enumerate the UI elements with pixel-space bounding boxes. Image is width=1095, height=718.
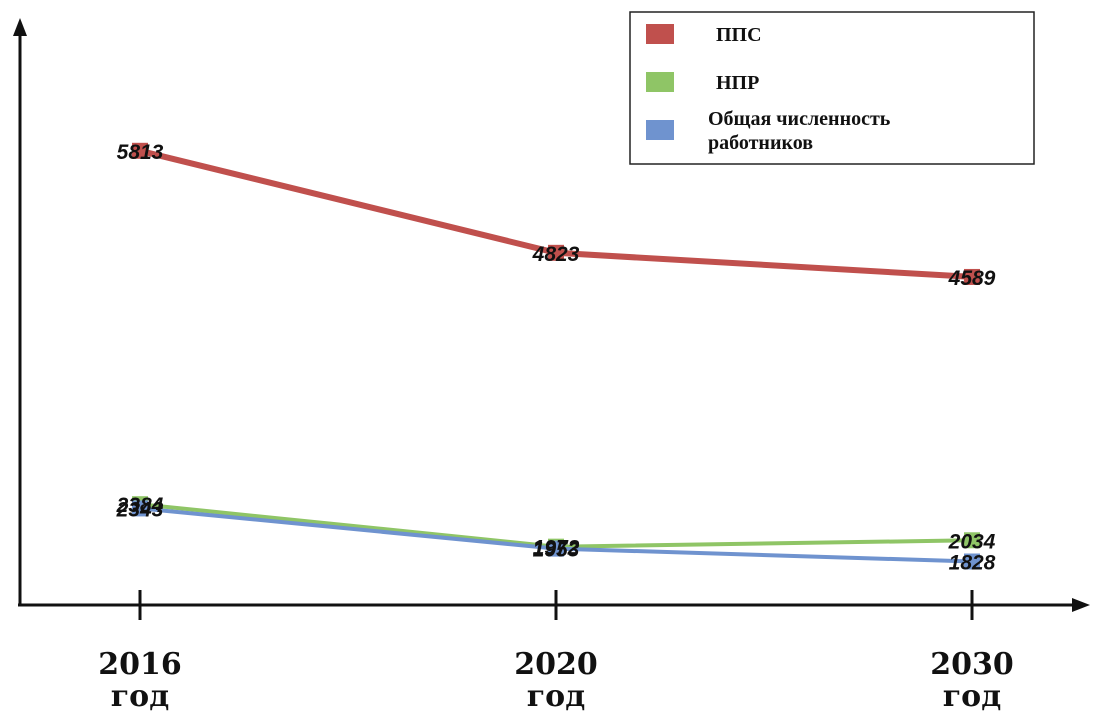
data-label: 1972: [533, 537, 580, 560]
x-tick-label: 2030: [930, 647, 1014, 682]
x-tick-label: 2016: [98, 647, 182, 682]
legend-label: Общая численность: [708, 108, 891, 130]
data-point: [964, 532, 980, 549]
data-label: 4589: [948, 267, 996, 290]
series-lines: [132, 142, 980, 570]
legend-label: ППС: [716, 24, 762, 46]
data-labels: 5813 4823 4589 2384 1972 2034 2343 1953 1828: [116, 141, 996, 575]
data-point: [132, 500, 148, 517]
data-label: 5813: [117, 141, 164, 164]
data-label: 2384: [116, 494, 164, 517]
legend-swatch: [646, 72, 674, 92]
legend-swatch: [646, 24, 674, 44]
axes: [13, 18, 1090, 612]
x-tick-label: год: [943, 679, 1001, 714]
x-tick-label: год: [111, 679, 169, 714]
data-point: [548, 540, 564, 557]
data-point: [548, 244, 564, 261]
legend-swatch: [646, 120, 674, 140]
data-label: 1953: [533, 539, 580, 562]
data-point: [964, 268, 980, 285]
x-axis-arrow: [1072, 598, 1090, 612]
data-label: 4823: [532, 243, 580, 266]
data-label: 2034: [948, 530, 996, 553]
x-tick-label: год: [527, 679, 585, 714]
data-point: [132, 142, 148, 159]
legend-label: работников: [708, 132, 813, 154]
x-tick-label: 2020: [514, 647, 598, 682]
data-point: [964, 553, 980, 570]
x-ticks: [138, 590, 974, 620]
legend-label: НПР: [716, 72, 759, 94]
legend-box: [629, 11, 1035, 165]
data-label: 1828: [949, 552, 996, 575]
data-label: 2343: [116, 498, 164, 521]
y-axis-arrow: [13, 18, 27, 36]
